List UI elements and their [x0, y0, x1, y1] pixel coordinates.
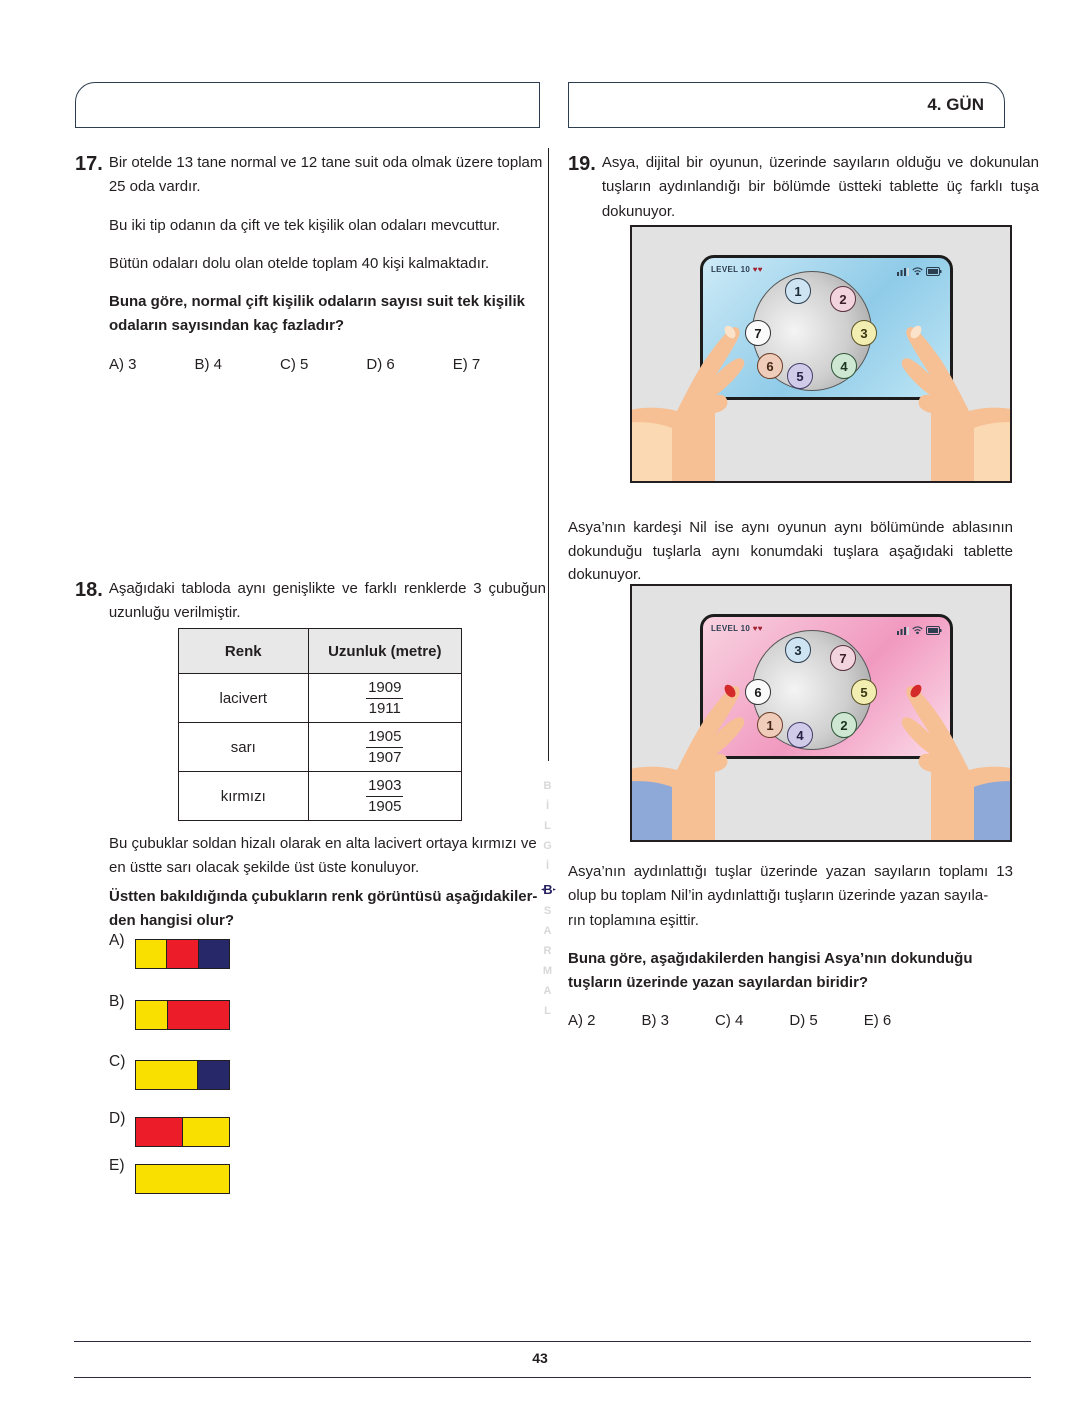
svg-text:B: B — [543, 882, 553, 897]
